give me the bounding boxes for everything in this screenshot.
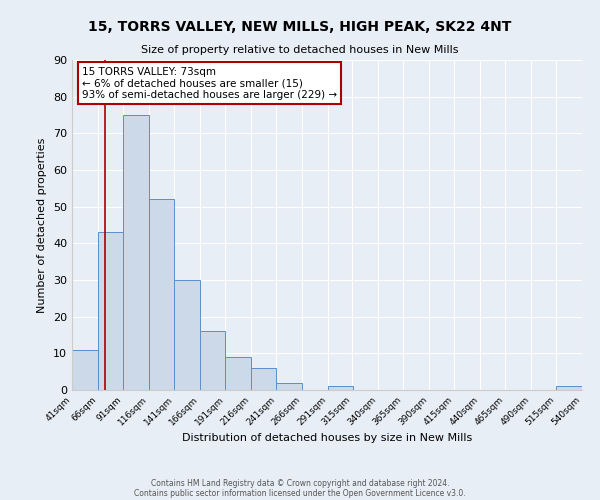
Bar <box>251 368 277 390</box>
Text: 15, TORRS VALLEY, NEW MILLS, HIGH PEAK, SK22 4NT: 15, TORRS VALLEY, NEW MILLS, HIGH PEAK, … <box>88 20 512 34</box>
Text: 15 TORRS VALLEY: 73sqm
← 6% of detached houses are smaller (15)
93% of semi-deta: 15 TORRS VALLEY: 73sqm ← 6% of detached … <box>82 66 337 100</box>
Text: Size of property relative to detached houses in New Mills: Size of property relative to detached ho… <box>141 45 459 55</box>
X-axis label: Distribution of detached houses by size in New Mills: Distribution of detached houses by size … <box>182 432 472 442</box>
Text: Contains HM Land Registry data © Crown copyright and database right 2024.: Contains HM Land Registry data © Crown c… <box>151 478 449 488</box>
Bar <box>277 382 302 390</box>
Bar <box>328 386 353 390</box>
Bar <box>174 280 200 390</box>
Bar <box>556 386 582 390</box>
Bar <box>226 357 251 390</box>
Bar <box>200 332 226 390</box>
Bar <box>123 115 149 390</box>
Text: Contains public sector information licensed under the Open Government Licence v3: Contains public sector information licen… <box>134 488 466 498</box>
Bar <box>72 350 98 390</box>
Bar <box>149 200 174 390</box>
Bar <box>98 232 123 390</box>
Y-axis label: Number of detached properties: Number of detached properties <box>37 138 47 312</box>
